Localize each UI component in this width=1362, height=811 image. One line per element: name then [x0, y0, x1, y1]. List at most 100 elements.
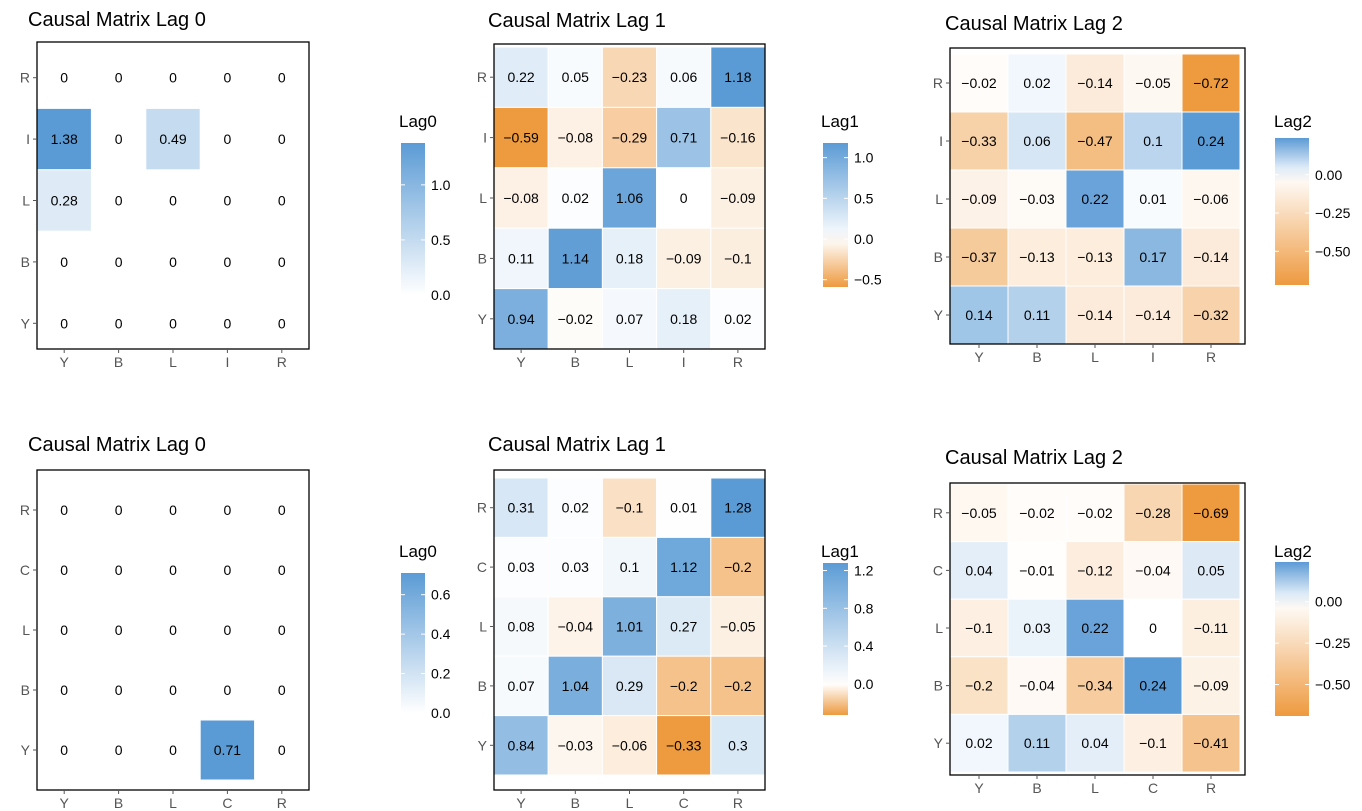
- legend-title: Lag1: [821, 112, 859, 131]
- cell-value-label: −0.01: [1019, 562, 1055, 578]
- heatmap-cell: [1123, 285, 1183, 345]
- heatmap-cell: [36, 169, 92, 232]
- x-tick-label: L: [626, 795, 634, 811]
- heatmap-cell: [547, 715, 603, 776]
- x-tick-label: B: [114, 354, 123, 370]
- heatmap-cell: [1065, 227, 1125, 287]
- y-tick-label: L: [479, 619, 487, 635]
- cell-value-label: 0.03: [562, 559, 589, 575]
- y-tick-label: R: [933, 505, 943, 521]
- cell-value-label: 0.01: [1139, 191, 1166, 207]
- legend-tick-label: 0.8: [854, 600, 874, 616]
- x-tick-label: R: [1206, 349, 1216, 365]
- y-tick-label: L: [935, 191, 943, 207]
- heatmap-cell: [1181, 713, 1241, 773]
- x-tick-label: C: [222, 795, 232, 811]
- cell-value-label: 1.04: [562, 678, 589, 694]
- y-tick-label: B: [21, 682, 30, 698]
- y-tick-label: C: [477, 559, 487, 575]
- cell-value-label: −0.02: [1077, 505, 1113, 521]
- legend-tick-label: −0.50: [1315, 243, 1351, 259]
- cell-value-label: −0.05: [961, 505, 997, 521]
- cell-value-label: 0.94: [507, 311, 534, 327]
- y-tick-label: C: [933, 562, 943, 578]
- cell-value-label: 0: [224, 131, 232, 147]
- heatmap-cell: [1065, 483, 1125, 543]
- heatmap-cell: [656, 106, 712, 169]
- legend-tick-label: 1.0: [431, 177, 451, 193]
- cell-value-label: 0: [224, 254, 232, 270]
- cell-value-label: −0.1: [1139, 735, 1167, 751]
- y-tick-label: I: [939, 133, 943, 149]
- heatmap-cell: [601, 227, 658, 290]
- x-tick-label: B: [1032, 780, 1041, 796]
- cell-value-label: −0.02: [558, 311, 594, 327]
- cell-value-label: 0: [115, 742, 123, 758]
- cell-value-label: 0.04: [1081, 735, 1108, 751]
- x-tick-label: R: [1206, 780, 1216, 796]
- legend-tick-label: 1.2: [854, 563, 874, 579]
- x-tick-label: Y: [974, 780, 984, 796]
- cell-value-label: −0.06: [1193, 191, 1229, 207]
- cell-value-label: 0: [169, 315, 177, 331]
- legend-title: Lag2: [1274, 542, 1312, 561]
- cell-value-label: 0.11: [1024, 735, 1050, 751]
- cell-value-label: 1.38: [51, 131, 78, 147]
- legend-colorbar: [401, 143, 425, 295]
- cell-value-label: −0.33: [666, 737, 702, 753]
- cell-value-label: 1.06: [616, 190, 643, 206]
- cell-value-label: 0: [169, 502, 177, 518]
- cell-value-label: 1.18: [724, 69, 751, 85]
- heatmap-cell: [1065, 598, 1125, 658]
- cell-value-label: −0.12: [1077, 562, 1113, 578]
- cell-value-label: −0.2: [724, 678, 752, 694]
- heatmap-cell: [710, 106, 766, 169]
- y-tick-label: L: [479, 190, 487, 206]
- x-tick-label: I: [1151, 349, 1155, 365]
- legend-colorbar: [401, 573, 425, 713]
- cell-value-label: 0.07: [507, 678, 534, 694]
- cell-value-label: 0: [224, 70, 232, 86]
- cell-value-label: 0: [60, 502, 68, 518]
- cell-value-label: 0.31: [507, 500, 534, 516]
- heatmap-cell: [949, 111, 1009, 171]
- cell-value-label: 0.03: [507, 559, 534, 575]
- cell-value-label: −0.29: [612, 130, 648, 146]
- heatmap-cell: [656, 596, 712, 657]
- heatmap-cell: [1007, 53, 1067, 113]
- heatmap-cell: [1065, 285, 1125, 345]
- x-tick-label: L: [169, 354, 177, 370]
- cell-value-label: −0.72: [1193, 75, 1229, 91]
- cell-value-label: 0: [278, 562, 286, 578]
- legend-tick-label: 0.6: [431, 587, 451, 603]
- cell-value-label: 0.02: [562, 190, 589, 206]
- cell-value-label: −0.34: [1077, 678, 1113, 694]
- heatmap-cell: [656, 655, 712, 717]
- heatmap-cell: [547, 477, 603, 538]
- y-tick-label: L: [935, 620, 943, 636]
- y-tick-label: C: [20, 562, 30, 578]
- heatmap-cell: [145, 107, 201, 171]
- heatmap-cell: [949, 656, 1009, 715]
- cell-value-label: 0.24: [1197, 133, 1224, 149]
- cell-value-label: −0.14: [1135, 307, 1171, 323]
- x-tick-label: B: [1032, 349, 1041, 365]
- cell-value-label: 0.71: [670, 130, 697, 146]
- x-tick-label: R: [277, 354, 287, 370]
- x-tick-label: C: [1148, 780, 1158, 796]
- cell-value-label: −0.37: [961, 249, 997, 265]
- legend-colorbar: [1275, 562, 1309, 716]
- heatmap-cell: [1181, 541, 1241, 600]
- cell-value-label: 0: [278, 315, 286, 331]
- heatmap-cell: [493, 715, 549, 776]
- heatmap-cell: [601, 167, 658, 229]
- cell-value-label: 0: [115, 254, 123, 270]
- heatmap-cell: [547, 106, 603, 169]
- heatmap-cell: [601, 46, 658, 108]
- legend-tick-label: 0.0: [431, 287, 451, 303]
- cell-value-label: 0.01: [670, 500, 697, 516]
- cell-value-label: 0.84: [507, 737, 534, 753]
- heatmap-panel-4: Causal Matrix Lag 0 0 0 0 0 0 0 0 0 0 0 0 0 0 0 0 0 0 0 0 0 0…: [20, 434, 451, 811]
- cell-value-label: −0.09: [720, 190, 756, 206]
- x-tick-label: R: [733, 795, 743, 811]
